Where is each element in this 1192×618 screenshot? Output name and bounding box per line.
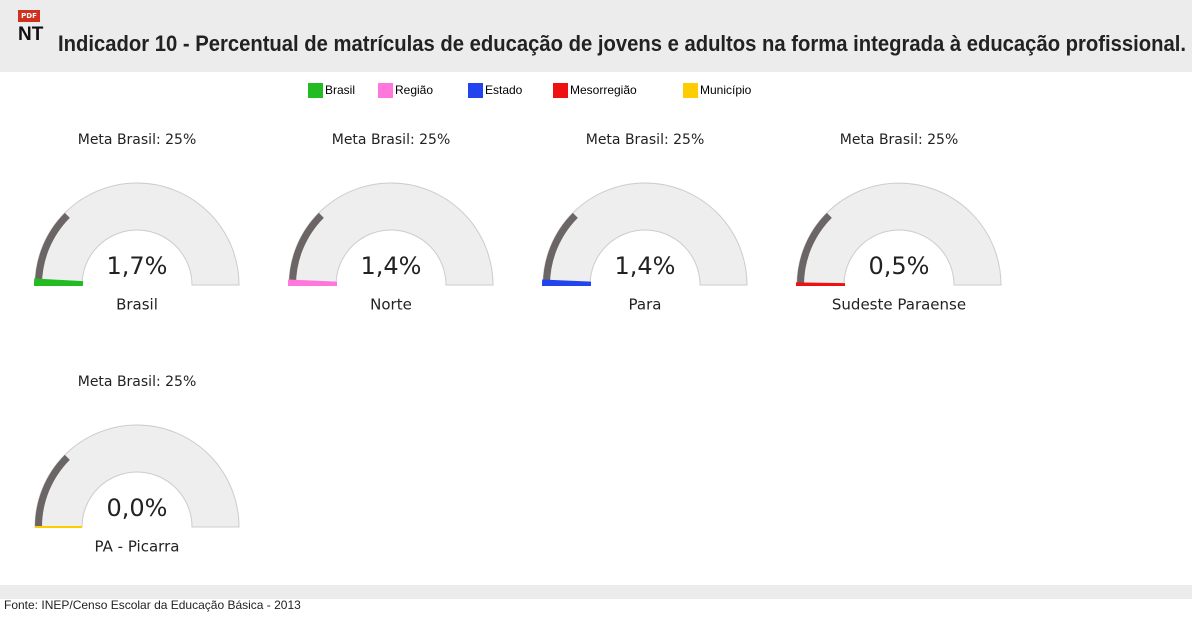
gauge-track xyxy=(796,182,1002,286)
badge: NT xyxy=(18,24,44,45)
legend-swatch xyxy=(468,83,483,98)
legend: Brasil Região Estado Mesorregião Município xyxy=(308,83,752,98)
gauge-value-label: 1,7% xyxy=(107,252,168,280)
gauge-track xyxy=(34,424,240,528)
gauge-target xyxy=(797,212,832,285)
gauge-track xyxy=(542,182,748,286)
gauge-value-label: 0,0% xyxy=(107,494,168,522)
gauge-label: Brasil xyxy=(116,296,158,314)
legend-label: Município xyxy=(700,83,752,97)
legend-swatch xyxy=(683,83,698,98)
gauge-value-label: 1,4% xyxy=(361,252,422,280)
gauge-value xyxy=(287,279,338,286)
gauge-value-label: 1,4% xyxy=(615,252,676,280)
header-bg xyxy=(0,0,1192,72)
gauge-label: PA - Picarra xyxy=(95,538,180,556)
legend-label: Brasil xyxy=(325,83,355,97)
legend-swatch xyxy=(308,83,323,98)
gauge-target xyxy=(35,212,70,285)
gauge-value xyxy=(541,279,592,286)
legend-label: Região xyxy=(395,83,433,97)
gauge-target xyxy=(35,454,70,527)
gauge-track xyxy=(288,182,494,286)
gauge-label: Norte xyxy=(370,296,412,314)
gauge-title: Meta Brasil: 25% xyxy=(586,132,705,148)
gauge-target xyxy=(543,212,578,285)
gauge-value-label: 0,5% xyxy=(869,252,930,280)
gauge-label: Para xyxy=(629,296,662,314)
gauge-title: Meta Brasil: 25% xyxy=(78,374,197,390)
pdf-icon[interactable] xyxy=(18,10,40,22)
gauge-value xyxy=(795,282,846,286)
charts: Meta Brasil: 25% 1,7% Brasil Meta Brasil: 2… xyxy=(33,132,1002,556)
footer-bg xyxy=(0,585,1192,599)
gauge-title: Meta Brasil: 25% xyxy=(332,132,451,148)
page-title: Indicador 10 - Percentual de matrículas … xyxy=(58,31,1186,56)
source: Fonte: INEP/Censo Escolar da Educação Bá… xyxy=(4,598,301,612)
gauge-track xyxy=(34,182,240,286)
gauge-title: Meta Brasil: 25% xyxy=(78,132,197,148)
gauge-title: Meta Brasil: 25% xyxy=(840,132,959,148)
gauge-value xyxy=(33,278,84,286)
legend-label: Mesorregião xyxy=(570,83,637,97)
pdf-icon-text: PDF xyxy=(21,12,37,20)
legend-swatch xyxy=(378,83,393,98)
gauge-target xyxy=(289,212,324,285)
legend-label: Estado xyxy=(485,83,523,97)
legend-swatch xyxy=(553,83,568,98)
gauge-label: Sudeste Paraense xyxy=(832,296,966,314)
